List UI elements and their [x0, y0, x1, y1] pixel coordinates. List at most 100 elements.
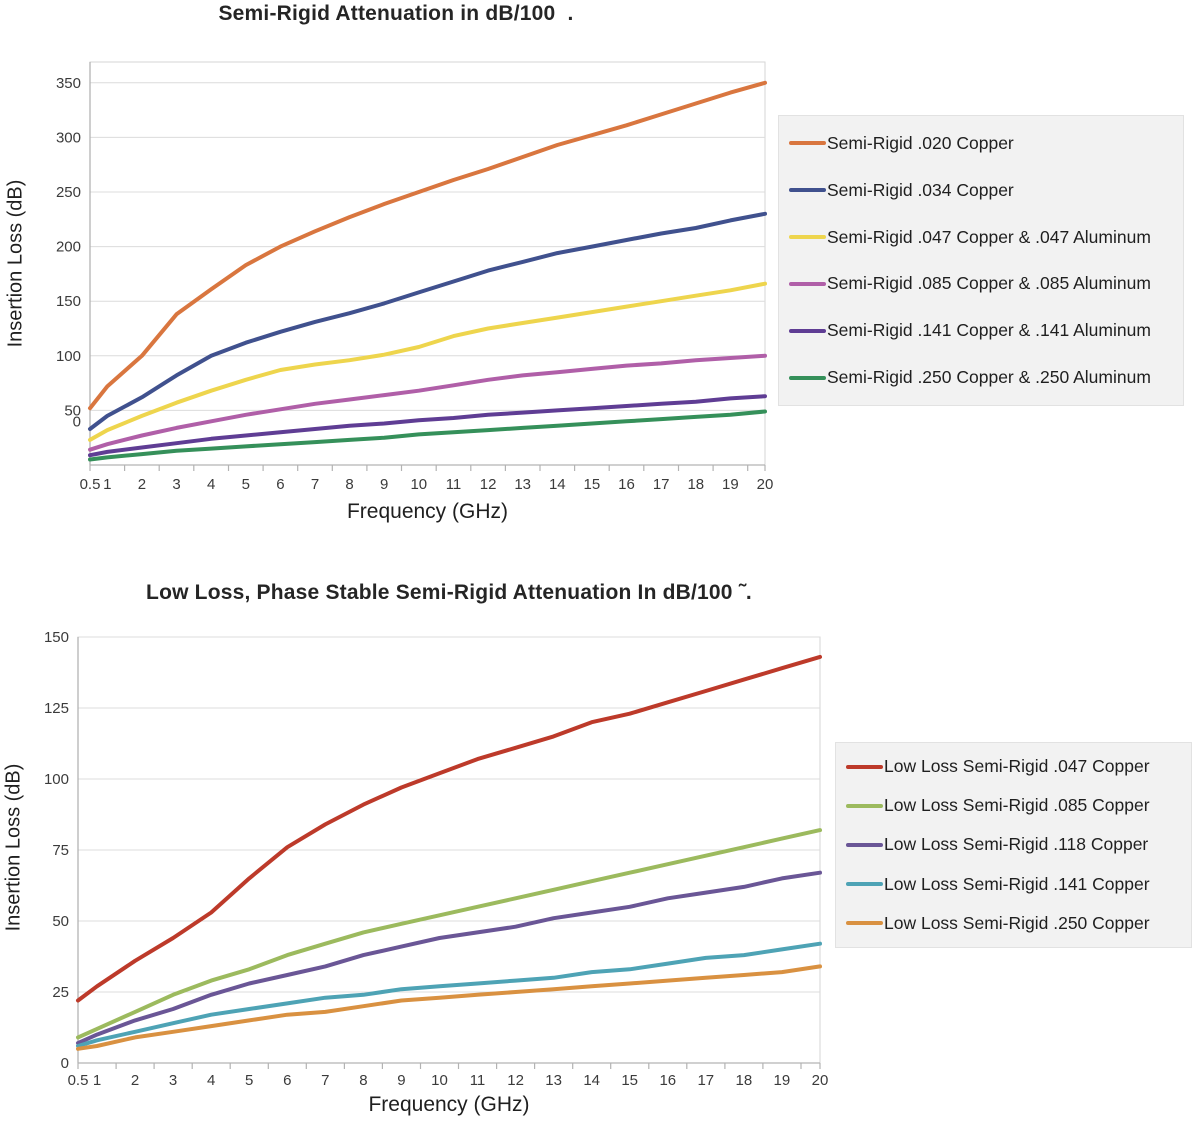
x-tick-label: 9 — [397, 1072, 405, 1089]
x-tick-label: 1 — [93, 1072, 101, 1089]
x-tick-label: 14 — [549, 476, 566, 493]
legend: Semi-Rigid .020 Copper Semi-Rigid .034 Co… — [778, 115, 1184, 406]
x-tick-label: 11 — [470, 1072, 486, 1089]
x-tick-label: 20 — [757, 476, 774, 493]
legend-item: Low Loss Semi-Rigid .250 Copper — [846, 913, 1181, 934]
x-tick-label: 8 — [345, 476, 353, 493]
x-tick-label: 13 — [514, 476, 531, 493]
x-tick-label: 4 — [207, 476, 215, 493]
x-tick-label: 4 — [207, 1072, 215, 1089]
x-tick-label: 19 — [722, 476, 739, 493]
legend-line-swatch — [846, 882, 883, 887]
legend-item: Semi-Rigid .141 Copper & .141 Aluminum — [789, 320, 1173, 341]
y-tick-label: 50 — [64, 402, 81, 419]
x-tick-label: 15 — [584, 476, 601, 493]
legend-line-swatch — [789, 281, 826, 286]
x-tick-label: 18 — [736, 1072, 753, 1089]
y-tick-label: 50 — [52, 913, 69, 930]
legend-line-swatch — [846, 764, 883, 769]
legend-line-swatch — [789, 328, 826, 333]
y-tick-label: 0 — [73, 413, 81, 430]
x-tick-label: 18 — [687, 476, 704, 493]
plot-area: 0.5 1 2 3 4 5 6 7 8 9 10 11 12 13 14 15 16 17 18 19 20 150 125… — [0, 560, 860, 1122]
legend-label: Low Loss Semi-Rigid .085 Copper — [884, 795, 1150, 816]
y-tick-label: 150 — [44, 629, 69, 646]
series-line-3 — [76, 941, 822, 1048]
chart-canvas: 0.5 1 2 3 4 5 6 7 8 9 10 11 12 13 14 15 16 17 18 19 20150125… — [44, 629, 828, 1116]
legend-line-swatch — [846, 842, 883, 847]
y-tick-label: 150 — [56, 293, 81, 310]
x-tick-label: 12 — [480, 476, 497, 493]
x-tick-label: 5 — [245, 1072, 253, 1089]
x-tick-label: 6 — [283, 1072, 291, 1089]
x-axis-title: Frequency (GHz) — [368, 1093, 529, 1116]
series-line-0 — [76, 654, 822, 1003]
legend-label: Low Loss Semi-Rigid .118 Copper — [884, 834, 1149, 855]
x-tick-label: 1 — [103, 476, 111, 493]
y-tick-label: 100 — [56, 348, 81, 365]
legend-label: Semi-Rigid .085 Copper & .085 Aluminum — [827, 273, 1151, 294]
x-tick-label: 8 — [359, 1072, 367, 1089]
legend-label: Semi-Rigid .047 Copper & .047 Aluminum — [827, 226, 1151, 247]
series-line-1 — [88, 211, 767, 431]
legend-item: Low Loss Semi-Rigid .047 Copper — [846, 756, 1181, 777]
x-tick-label: 19 — [774, 1072, 791, 1089]
series-line-2 — [88, 281, 767, 442]
x-tick-label: 6 — [276, 476, 284, 493]
series-line-1 — [76, 828, 822, 1040]
x-tick-label: 17 — [697, 1072, 714, 1089]
legend-item: Semi-Rigid .047 Copper & .047 Aluminum — [789, 227, 1173, 248]
series-line-4 — [76, 964, 822, 1051]
y-tick-label: 350 — [56, 75, 81, 92]
legend-label: Low Loss Semi-Rigid .047 Copper — [884, 756, 1150, 777]
y-tick-label: 0 — [61, 1055, 69, 1072]
legend-item: Low Loss Semi-Rigid .141 Copper — [846, 874, 1181, 895]
series-line-2 — [76, 870, 822, 1046]
legend-line-swatch — [789, 141, 826, 146]
x-tick-label: 5 — [242, 476, 250, 493]
x-tick-label: 7 — [311, 476, 319, 493]
chart-canvas: 0.5 1 2 3 4 5 6 7 8 9 10 11 12 13 14 15 16 17 18 19 20350300… — [56, 61, 774, 523]
y-tick-label: 250 — [56, 184, 81, 201]
legend-item: Low Loss Semi-Rigid .118 Copper — [846, 834, 1181, 855]
x-tick-label: 0.5 — [68, 1072, 89, 1089]
x-tick-label: 9 — [380, 476, 388, 493]
legend-label: Semi-Rigid .141 Copper & .141 Aluminum — [827, 320, 1151, 341]
legend-label: Low Loss Semi-Rigid .141 Copper — [884, 873, 1150, 894]
series-line-0 — [88, 80, 767, 411]
legend-label: Low Loss Semi-Rigid .250 Copper — [884, 912, 1150, 933]
legend-item: Semi-Rigid .250 Copper & .250 Aluminum — [789, 367, 1173, 388]
x-tick-label: 10 — [410, 476, 427, 493]
chart-title: Low Loss, Phase Stable Semi-Rigid Attenu… — [146, 581, 752, 604]
x-tick-label: 0.5 — [80, 476, 101, 493]
x-tick-label: 3 — [172, 476, 180, 493]
legend-label: Semi-Rigid .020 Copper — [827, 132, 1014, 153]
y-tick-label: 125 — [44, 700, 69, 717]
chart-title: Semi-Rigid Attenuation in dB/100 . — [218, 2, 574, 25]
y-tick-label: 100 — [44, 771, 69, 788]
legend-label: Semi-Rigid .034 Copper — [827, 179, 1014, 200]
legend-item: Semi-Rigid .085 Copper & .085 Aluminum — [789, 273, 1173, 294]
legend-line-swatch — [789, 375, 826, 380]
x-tick-label: 2 — [138, 476, 146, 493]
x-tick-label: 11 — [446, 476, 462, 493]
y-tick-label: 300 — [56, 129, 81, 146]
legend-item: Semi-Rigid .034 Copper — [789, 180, 1173, 201]
x-tick-label: 14 — [583, 1072, 600, 1089]
x-tick-label: 3 — [169, 1072, 177, 1089]
legend: Low Loss Semi-Rigid .047 Copper Low Loss … — [835, 742, 1192, 948]
plot-area: 0.5 1 2 3 4 5 6 7 8 9 10 11 12 13 14 15 16 17 18 19 20 350 300… — [0, 0, 800, 545]
legend-line-swatch — [789, 188, 826, 193]
x-tick-label: 17 — [653, 476, 670, 493]
legend-line-swatch — [789, 235, 826, 240]
x-axis-title: Frequency (GHz) — [347, 500, 508, 523]
y-tick-label: 75 — [52, 842, 69, 859]
x-tick-label: 10 — [431, 1072, 448, 1089]
y-tick-label: 25 — [52, 984, 69, 1001]
legend-item: Low Loss Semi-Rigid .085 Copper — [846, 795, 1181, 816]
series-line-5 — [88, 409, 767, 462]
legend-line-swatch — [846, 921, 883, 926]
x-tick-label: 2 — [131, 1072, 139, 1089]
x-tick-label: 12 — [507, 1072, 524, 1089]
x-tick-label: 16 — [659, 1072, 676, 1089]
